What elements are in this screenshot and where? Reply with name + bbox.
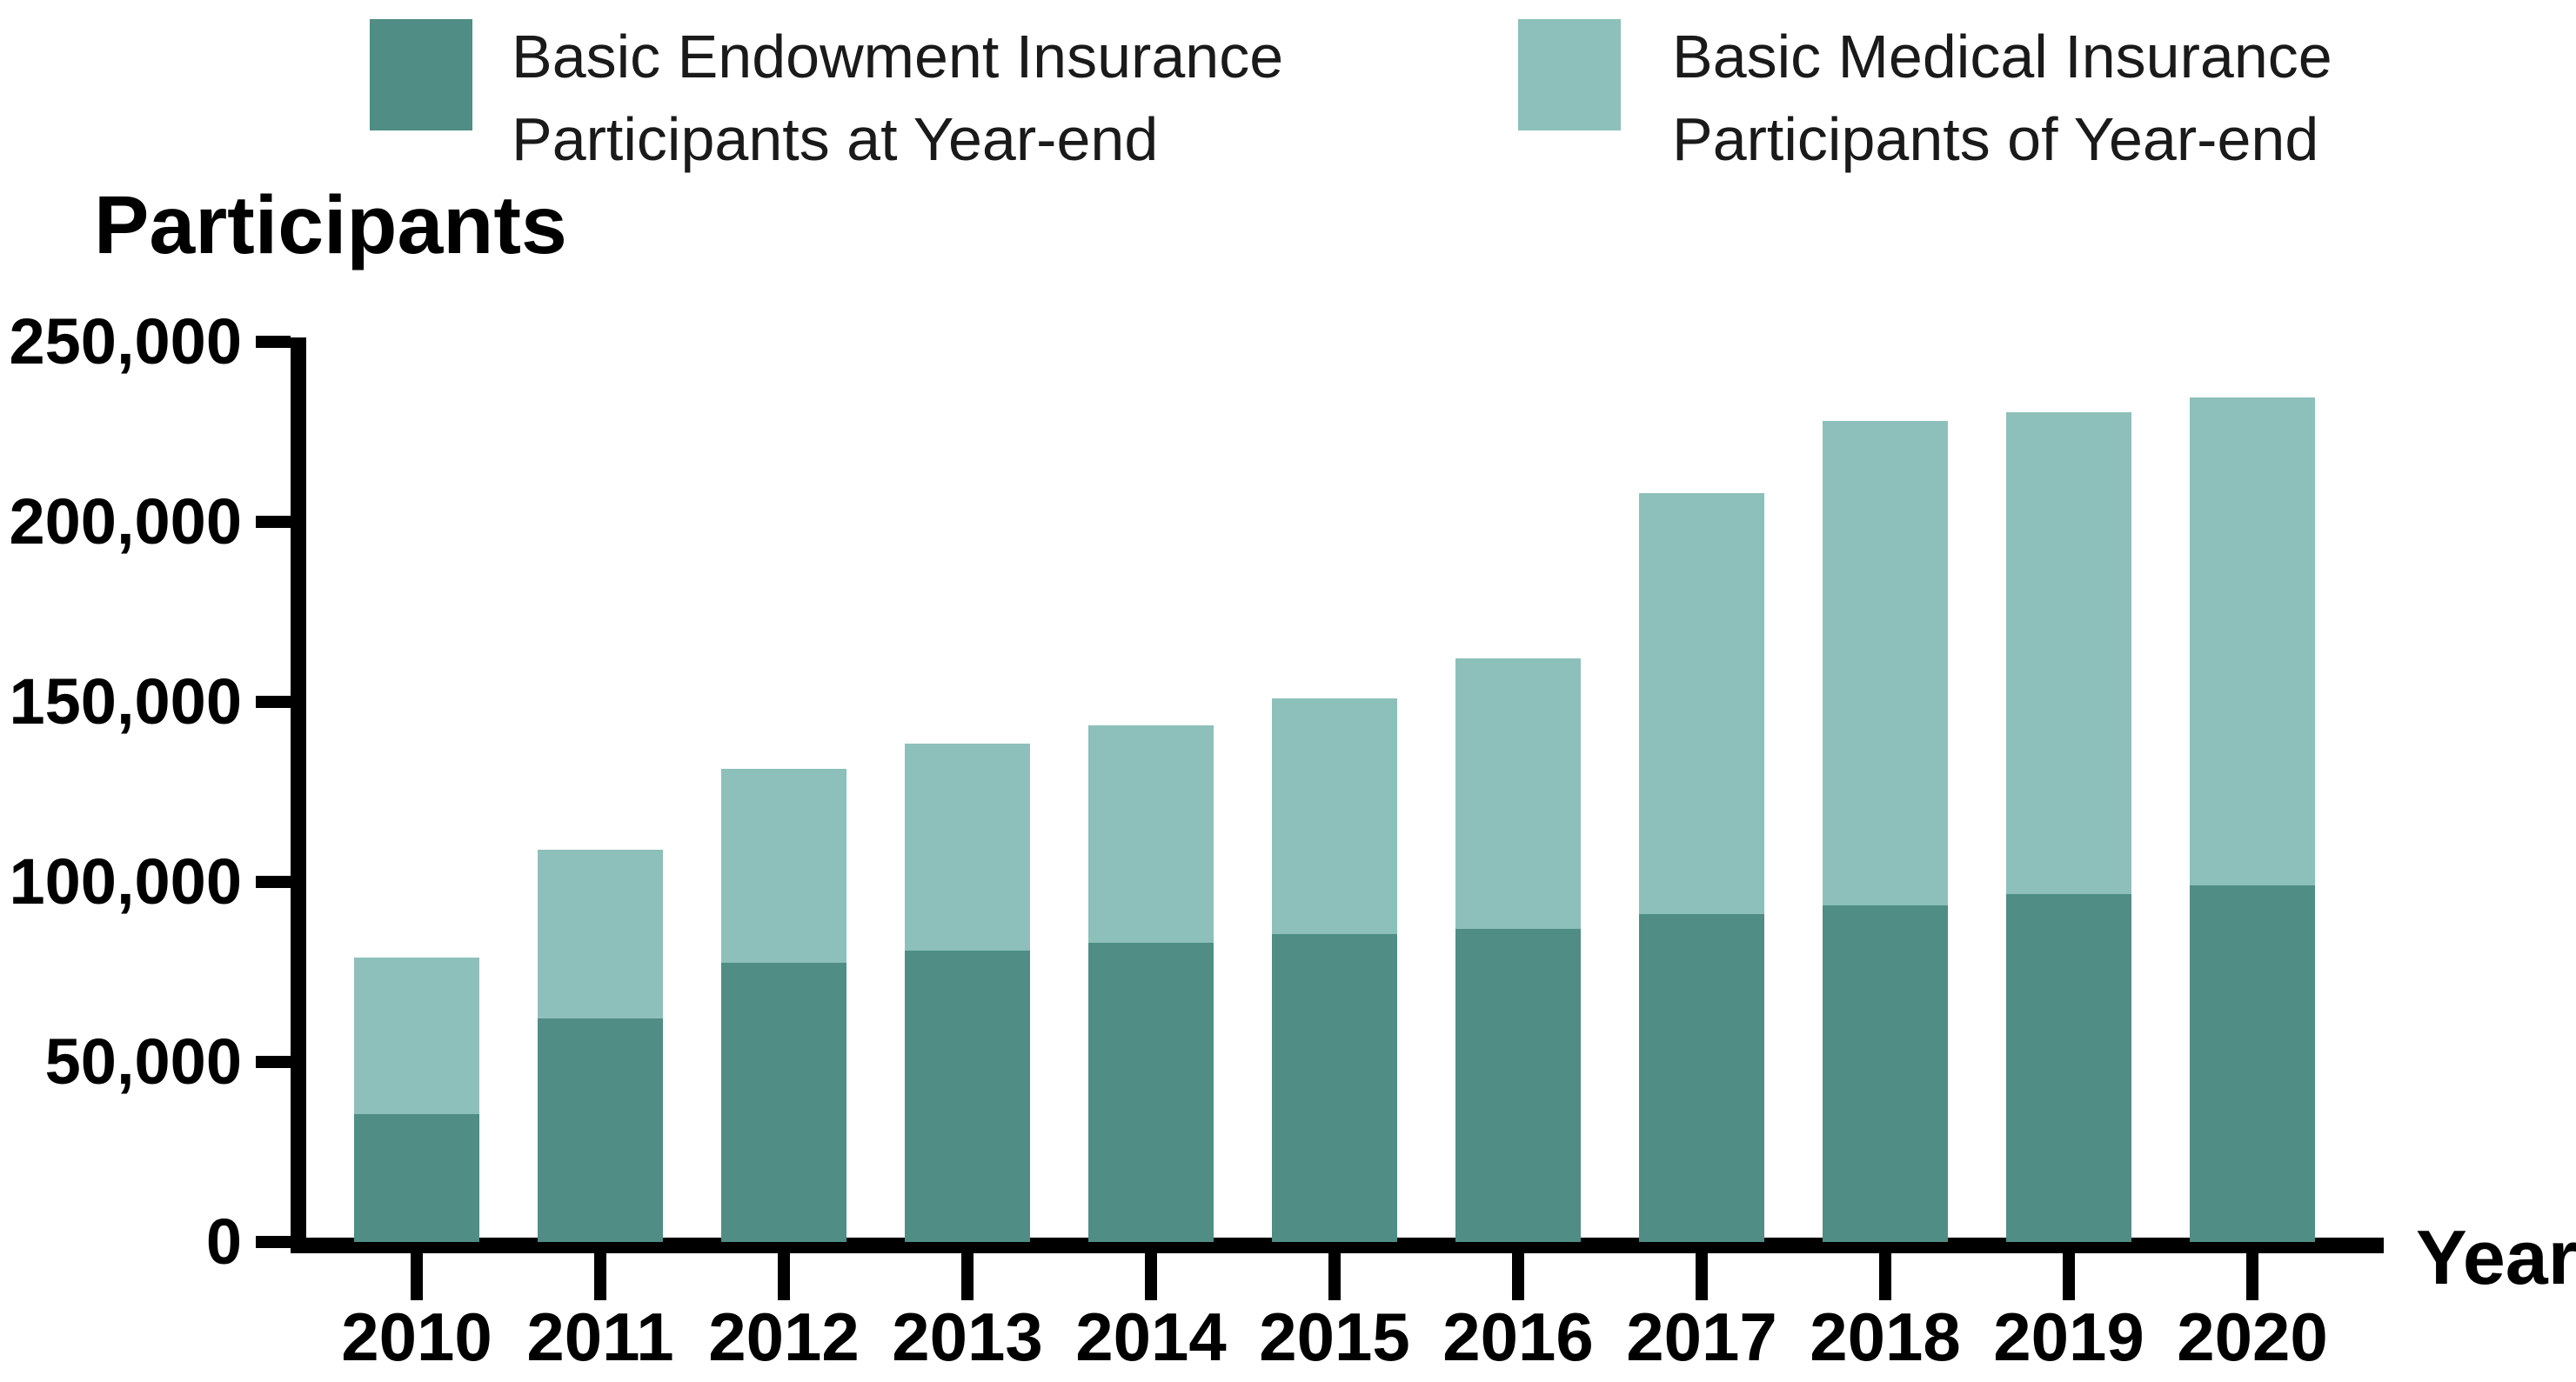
bar-medical-2017: [1639, 492, 1764, 915]
bar-medical-2010: [354, 957, 479, 1115]
x-tick-label: 2014: [1075, 1299, 1227, 1375]
bar-endowment-2013: [905, 950, 1030, 1242]
bar-medical-2014: [1088, 724, 1214, 944]
x-tick-mark: [594, 1253, 606, 1300]
x-tick-mark: [2246, 1253, 2258, 1300]
y-tick-mark: [256, 1056, 291, 1068]
x-tick-label: 2012: [708, 1299, 860, 1375]
bar-endowment-2015: [1272, 934, 1397, 1242]
legend-label-endowment: Basic Endowment Insurance Participants a…: [512, 16, 1283, 181]
bar-endowment-2016: [1455, 928, 1581, 1242]
x-tick-mark: [411, 1253, 423, 1300]
y-tick-label: 0: [205, 1205, 242, 1278]
x-tick-mark: [1512, 1253, 1524, 1300]
x-tick-mark: [1879, 1253, 1891, 1300]
y-axis-line: [291, 337, 306, 1252]
legend-swatch-medical: [1518, 19, 1621, 130]
x-tick-mark: [1145, 1253, 1157, 1300]
x-tick-label: 2010: [341, 1299, 492, 1375]
y-tick-mark: [256, 336, 291, 348]
x-axis-title: Year: [2416, 1214, 2576, 1300]
legend-swatch-endowment: [370, 19, 472, 130]
bar-medical-2016: [1455, 658, 1581, 929]
bar-medical-2013: [905, 743, 1030, 951]
bar-endowment-2011: [538, 1018, 663, 1242]
bar-endowment-2020: [2190, 885, 2315, 1242]
bar-endowment-2018: [1823, 905, 1948, 1242]
x-tick-label: 2018: [1810, 1299, 1961, 1375]
x-tick-mark: [1696, 1253, 1708, 1300]
x-tick-label: 2016: [1442, 1299, 1594, 1375]
y-tick-label: 200,000: [9, 485, 243, 557]
x-tick-label: 2011: [526, 1299, 674, 1375]
y-tick-mark: [256, 516, 291, 528]
y-tick-mark: [256, 1236, 291, 1248]
bar-medical-2020: [2190, 397, 2315, 886]
y-tick-mark: [256, 876, 291, 888]
x-tick-label: 2017: [1626, 1299, 1777, 1375]
y-tick-label: 250,000: [9, 305, 243, 377]
legend-label-endowment-line2: Participants at Year-end: [512, 105, 1159, 173]
y-tick-mark: [256, 696, 291, 708]
legend-label-endowment-line1: Basic Endowment Insurance: [512, 23, 1284, 90]
y-tick-label: 150,000: [9, 665, 243, 738]
bar-medical-2012: [721, 768, 846, 964]
bar-medical-2011: [538, 849, 663, 1019]
legend-label-medical-line1: Basic Medical Insurance: [1672, 23, 2332, 90]
bar-endowment-2017: [1639, 914, 1764, 1242]
x-tick-label: 2015: [1259, 1299, 1410, 1375]
x-tick-mark: [961, 1253, 974, 1300]
bar-medical-2018: [1823, 421, 1948, 905]
bar-endowment-2014: [1088, 943, 1214, 1242]
x-tick-mark: [778, 1253, 790, 1300]
bar-medical-2019: [2006, 411, 2131, 895]
bar-endowment-2012: [721, 963, 846, 1242]
y-axis-title: Participants: [94, 179, 567, 271]
legend-label-medical-line2: Participants of Year-end: [1672, 105, 2319, 173]
x-tick-mark: [2063, 1253, 2075, 1300]
x-tick-label: 2013: [892, 1299, 1043, 1375]
legend-label-medical: Basic Medical Insurance Participants of …: [1672, 16, 2332, 181]
x-tick-label: 2019: [1993, 1299, 2144, 1375]
x-tick-mark: [1328, 1253, 1341, 1300]
y-tick-label: 50,000: [44, 1025, 242, 1098]
x-tick-label: 2020: [2177, 1299, 2328, 1375]
bar-endowment-2010: [354, 1114, 479, 1242]
bar-medical-2015: [1272, 698, 1397, 935]
bar-endowment-2019: [2006, 894, 2131, 1242]
y-tick-label: 100,000: [9, 845, 243, 918]
